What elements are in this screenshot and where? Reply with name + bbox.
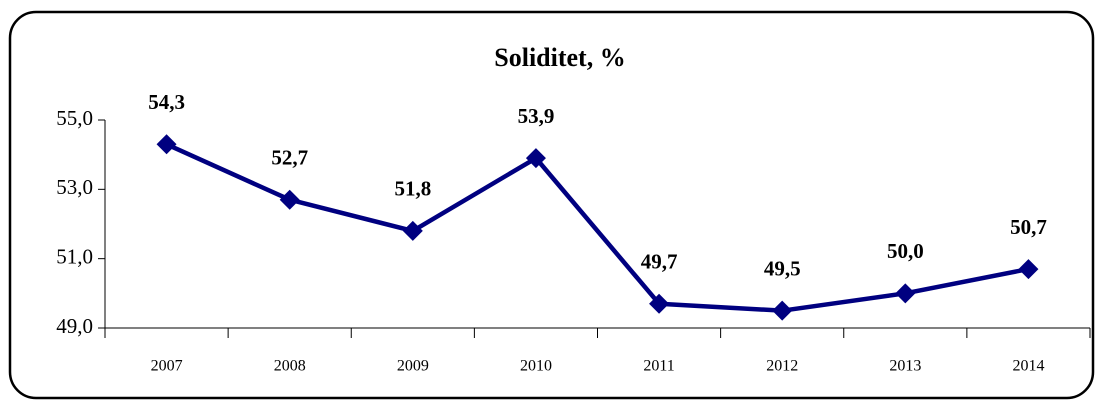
x-tick-label: 2014 xyxy=(1012,358,1044,375)
point-marker xyxy=(525,148,546,169)
value-label: 54,3 xyxy=(148,90,185,114)
series-line xyxy=(165,142,1029,313)
y-tick-label: 53,0 xyxy=(56,175,93,199)
x-tick-label: 2012 xyxy=(766,358,798,375)
x-tick-label: 2009 xyxy=(397,358,429,375)
x-tick-label: 2007 xyxy=(151,358,183,375)
chart-frame xyxy=(8,10,1095,400)
y-tick-label: 49,0 xyxy=(56,314,93,338)
value-label: 49,7 xyxy=(641,250,678,274)
x-tick-label: 2010 xyxy=(520,358,552,375)
point-marker xyxy=(402,220,423,241)
chart-title: Soliditet, % xyxy=(494,43,625,72)
point-marker xyxy=(895,283,916,304)
point-marker xyxy=(649,293,670,314)
value-label: 52,7 xyxy=(271,146,308,170)
y-tick-label: 51,0 xyxy=(56,244,93,268)
value-label: 49,5 xyxy=(764,256,801,280)
x-tick-label: 2008 xyxy=(274,358,306,375)
point-marker xyxy=(1018,259,1039,280)
value-label: 53,9 xyxy=(518,104,555,128)
x-tick-label: 2013 xyxy=(889,358,921,375)
value-label: 51,8 xyxy=(394,177,431,201)
point-marker xyxy=(279,189,300,210)
value-label: 50,7 xyxy=(1010,215,1047,239)
value-label: 50,0 xyxy=(887,239,924,263)
y-tick-label: 55,0 xyxy=(56,106,93,130)
x-tick-label: 2011 xyxy=(643,358,674,375)
point-marker xyxy=(772,300,793,321)
point-marker xyxy=(156,134,177,155)
